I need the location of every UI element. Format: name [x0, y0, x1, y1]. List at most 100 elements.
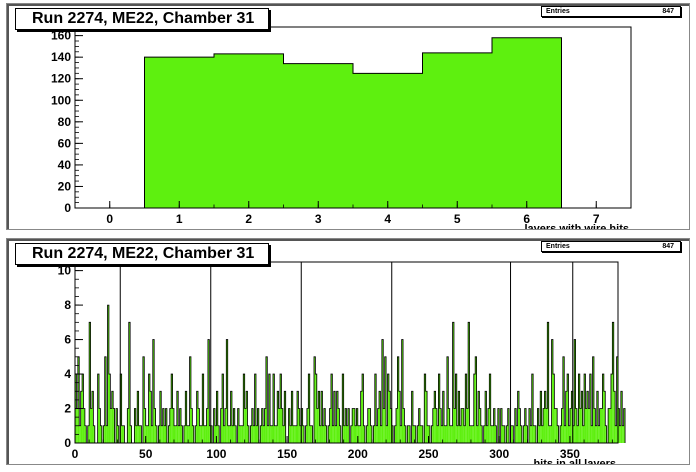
histogram-bar [330, 374, 333, 443]
histogram-bar [544, 391, 546, 443]
histogram-bar [569, 408, 572, 443]
histogram-bar [584, 374, 586, 443]
histogram-bar [100, 425, 102, 443]
histogram-bar [202, 374, 204, 443]
histogram-bar [575, 408, 577, 443]
histogram-bar [231, 425, 234, 443]
histogram-bar [199, 425, 201, 443]
histogram-bar [168, 425, 170, 443]
histogram-bar [128, 322, 131, 443]
x-tick-label: 1 [176, 212, 183, 226]
histogram-bar [493, 408, 495, 443]
histogram-bar [226, 339, 228, 443]
layers-histogram-plot: 0 1 2 3 4 5 6 7 0 20 40 60 80 100 120 140 160 layers with… [51, 26, 632, 229]
x-tick-label: 0 [72, 447, 79, 461]
histogram-bar [377, 408, 380, 443]
histogram-bar [200, 425, 203, 443]
histogram-bar [466, 408, 469, 443]
histogram-bar [311, 425, 313, 443]
hits-histogram-plot: 0 50 100 150 200 250 300 350 0 2 4 6 8 10 hits in all … [58, 261, 626, 464]
histogram-bar [595, 425, 597, 443]
histogram-bar [485, 391, 487, 443]
histogram-bar [274, 425, 276, 443]
histogram-bar [171, 374, 173, 443]
histogram-bar [441, 425, 443, 443]
histogram-bar [452, 322, 454, 443]
histogram-bar [104, 356, 107, 443]
histogram-bar [224, 408, 227, 443]
histogram-bar [398, 391, 401, 443]
histogram-bar [159, 391, 162, 443]
histogram-bar [616, 356, 618, 443]
histogram-bar [608, 408, 610, 443]
histogram-bar [90, 408, 92, 443]
histogram-bar [107, 305, 109, 443]
histogram-bar [462, 408, 464, 443]
histogram-bar [465, 374, 467, 443]
histogram-bar [414, 425, 416, 443]
histogram-bar [422, 52, 492, 208]
histogram-bar [155, 425, 158, 443]
histogram-bar [147, 425, 149, 443]
histogram-bar [445, 425, 447, 443]
histogram-bar [453, 408, 456, 443]
histogram-bar [154, 408, 156, 443]
histogram-bar [151, 425, 153, 443]
y-tick-label: 140 [51, 50, 71, 64]
histogram-bar [588, 408, 590, 443]
histogram-bar [470, 425, 473, 443]
histogram-bar [164, 425, 166, 443]
histogram-bar [388, 391, 391, 443]
histogram-bar [615, 425, 617, 443]
histogram-bar [216, 391, 218, 443]
histogram-bar [618, 408, 620, 443]
histogram-bar [490, 425, 493, 443]
histogram-bar [316, 408, 319, 443]
histogram-bar [145, 425, 148, 443]
histogram-bar [299, 425, 302, 443]
histogram-bar [517, 391, 520, 443]
histogram-bar [233, 408, 235, 443]
y-tick-label: 0 [64, 436, 71, 450]
histogram-bar [289, 425, 292, 443]
histogram-bar [531, 374, 534, 443]
histogram-bar [140, 425, 142, 443]
histogram-bar [379, 391, 381, 443]
histogram-bar [404, 425, 406, 443]
histogram-bar [520, 425, 522, 443]
histogram-bar [428, 425, 430, 443]
histogram-bar [554, 408, 556, 443]
histogram-bar [89, 322, 91, 443]
histogram-bar [297, 391, 299, 443]
x-tick-label: 5 [454, 212, 461, 226]
histogram-bar [444, 425, 446, 443]
histogram-bar [357, 425, 360, 443]
histogram-bar [343, 425, 346, 443]
y-tick-label: 100 [51, 93, 71, 107]
histogram-bar [593, 408, 596, 443]
histogram-bar [487, 408, 490, 443]
histogram-bar [395, 408, 398, 443]
histogram-bar [530, 425, 532, 443]
histogram-bar [541, 425, 544, 443]
histogram-bar [97, 374, 100, 443]
x-tick-label: 4 [384, 212, 391, 226]
histogram-bar [610, 374, 613, 443]
histogram-bar [545, 408, 548, 443]
histogram-bar [420, 425, 422, 443]
x-tick-label: 7 [593, 212, 600, 226]
y-tick-label: 6 [64, 333, 71, 347]
histogram-bar [144, 57, 214, 208]
histogram-bar [434, 391, 436, 443]
histogram-bar [557, 425, 559, 443]
histogram-bar [483, 425, 486, 443]
histogram-bar [356, 408, 358, 443]
y-tick-label: 60 [58, 136, 72, 150]
histogram-bar [397, 356, 399, 443]
histogram-bar [318, 391, 320, 443]
histogram-bar [189, 356, 191, 443]
histogram-bar [271, 425, 273, 443]
histogram-bar [342, 374, 344, 443]
histogram-bar [480, 425, 483, 443]
histogram-bar [130, 425, 132, 443]
